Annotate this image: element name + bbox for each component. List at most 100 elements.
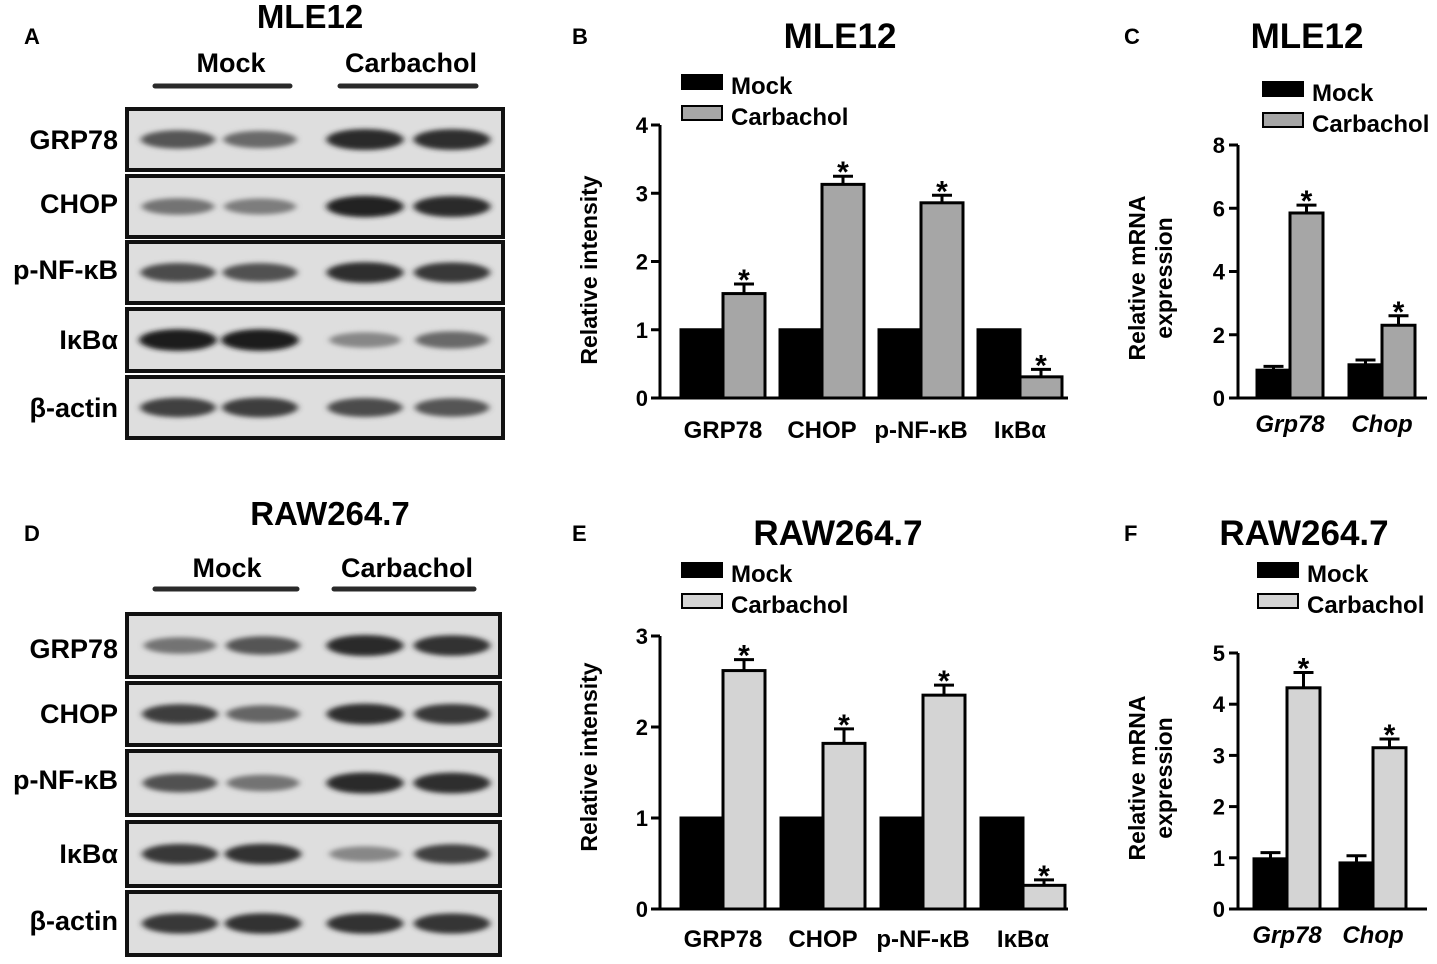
blot-band-grp78-lane-1	[143, 637, 217, 654]
blot-band-chop-lane-3	[326, 703, 404, 725]
blot-band-i-b-lane-1	[139, 329, 217, 351]
significance-marker-grp78: *	[738, 264, 750, 297]
legend-swatch-carbachol	[1257, 593, 1299, 609]
legend-label-mock: Mock	[1312, 80, 1374, 107]
blot-band-p-nf-b-lane-2	[226, 774, 300, 792]
y-tick-label: 0	[1213, 386, 1225, 411]
y-tick-label: 3	[636, 624, 648, 649]
category-label-grp78: Grp78	[1252, 922, 1322, 949]
legend-label-carbachol: Carbachol	[731, 104, 848, 131]
row-label-chop: CHOP	[40, 189, 118, 219]
y-axis-label-line: Relative mRNA	[1124, 696, 1150, 861]
significance-marker-grp78: *	[1298, 652, 1310, 685]
chart-e-raw264-protein: RAW264.7 Mock Carbachol 0 1 2 3 Relative intens…	[576, 514, 1068, 953]
western-blot-d: RAW264.7 Mock Carbachol GRP78 CHOP p-NF-…	[13, 495, 502, 957]
panel-letter-f: F	[1124, 521, 1137, 546]
bar-mock-chop	[779, 816, 825, 911]
chart-title: RAW264.7	[1219, 514, 1388, 553]
western-blot-a: MLE12 Mock Carbachol GRP78 CHOP p-NF-κB …	[13, 0, 505, 440]
bar-mock-chop	[1347, 363, 1384, 400]
blot-band-grp78-lane-1	[140, 130, 216, 149]
blot-band-chop-lane-1	[141, 198, 215, 215]
y-tick-label: 2	[636, 715, 648, 740]
bar-mock-grp78	[1255, 368, 1292, 400]
legend-label-mock: Mock	[731, 73, 793, 100]
significance-marker-grp78: *	[1301, 185, 1313, 218]
blot-band-chop-lane-3	[326, 195, 404, 218]
y-axis-label-line: Relative mRNA	[1124, 196, 1150, 361]
category-label-chop: CHOP	[788, 926, 857, 953]
y-tick-label: 3	[636, 181, 648, 206]
y-tick-label: 4	[636, 113, 649, 138]
category-label-chop: Chop	[1342, 922, 1403, 949]
y-tick-label: 0	[636, 386, 648, 411]
y-tick-label: 2	[1213, 795, 1225, 820]
blot-title: RAW264.7	[250, 495, 410, 532]
bar-carbachol-chop	[820, 182, 866, 400]
chart-title: MLE12	[784, 17, 897, 56]
bar-mock-p-nf-b	[879, 816, 925, 911]
bar-mock-chop	[778, 328, 824, 400]
blot-band-grp78-lane-2	[223, 130, 297, 149]
bar-mock-grp78	[679, 816, 725, 911]
blot-band-p-nf-b-lane-2	[222, 263, 298, 282]
y-axis-label-line: expression	[1151, 717, 1177, 838]
category-label-p-nf-b: p-NF-κB	[874, 417, 967, 444]
significance-marker-chop: *	[837, 156, 849, 189]
category-label-grp78: Grp78	[1255, 411, 1325, 438]
blot-band-p-nf-b-lane-1	[142, 773, 218, 793]
blot-band-p-nf-b-lane-4	[413, 262, 491, 283]
y-tick-label: 5	[1213, 641, 1225, 666]
blot-band-chop-lane-2	[226, 705, 300, 723]
bar-carbachol-grp78	[1288, 211, 1325, 400]
blot-band-grp78-lane-4	[413, 129, 491, 150]
significance-marker-chop: *	[838, 709, 850, 742]
category-label-i-b: IκBα	[994, 417, 1046, 444]
legend-swatch-carbachol	[1262, 112, 1304, 128]
blot-band-actin-lane-1	[141, 913, 219, 934]
significance-marker-grp78: *	[738, 640, 750, 673]
y-tick-label: 8	[1213, 133, 1225, 158]
chart-c-mle12-mrna: MLE12 Mock Carbachol 0 2 4 6 8 Relative mRNAexpr…	[1124, 17, 1429, 438]
blot-band-chop-lane-2	[224, 198, 296, 215]
y-tick-label: 3	[1213, 743, 1225, 768]
y-tick-label: 1	[636, 806, 648, 831]
blot-band-i-b-lane-4	[414, 844, 490, 864]
bar-carbachol-chop	[1371, 746, 1408, 911]
blot-band-actin-lane-3	[327, 398, 403, 417]
blot-band-p-nf-b-lane-3	[326, 262, 404, 283]
legend-swatch-carbachol	[681, 105, 723, 121]
significance-marker-p-nf-b: *	[938, 665, 950, 698]
blot-band-actin-lane-2	[222, 397, 298, 418]
bar-mock-chop	[1338, 861, 1375, 911]
legend-swatch-mock	[681, 74, 723, 90]
panel-letter-d: D	[24, 521, 40, 546]
blot-band-chop-lane-4	[413, 195, 491, 218]
significance-marker-i-b: *	[1035, 349, 1047, 382]
category-label-chop: CHOP	[787, 417, 856, 444]
y-tick-label: 0	[1213, 897, 1225, 922]
y-tick-label: 4	[1213, 692, 1226, 717]
panel-letter-c: C	[1124, 24, 1140, 49]
blot-band-chop-lane-1	[142, 704, 218, 724]
row-label-ikba: IκBα	[59, 839, 118, 869]
blot-band-actin-lane-4	[414, 398, 490, 417]
legend-label-mock: Mock	[731, 561, 793, 588]
y-axis-label: Relative intensity	[576, 662, 602, 851]
bar-carbachol-chop	[1380, 323, 1417, 400]
significance-marker-chop: *	[1384, 719, 1396, 752]
chart-b-mle12-protein: MLE12 Mock Carbachol 0 1 2 3 4 Relative intensit…	[576, 17, 1068, 444]
legend-label-mock: Mock	[1307, 561, 1369, 588]
blot-band-chop-lane-4	[413, 703, 491, 725]
legend-label-carbachol: Carbachol	[1307, 592, 1424, 619]
y-tick-label: 4	[1213, 260, 1226, 285]
y-axis-label-line: expression	[1151, 217, 1177, 338]
y-tick-label: 6	[1213, 196, 1225, 221]
row-label-grp78: GRP78	[29, 125, 118, 155]
blot-band-grp78-lane-3	[326, 128, 404, 151]
panel-letter-b: B	[572, 24, 588, 49]
y-axis-label: Relative mRNAexpression	[1124, 696, 1177, 861]
y-tick-label: 1	[636, 318, 648, 343]
chart-title: RAW264.7	[753, 514, 922, 553]
